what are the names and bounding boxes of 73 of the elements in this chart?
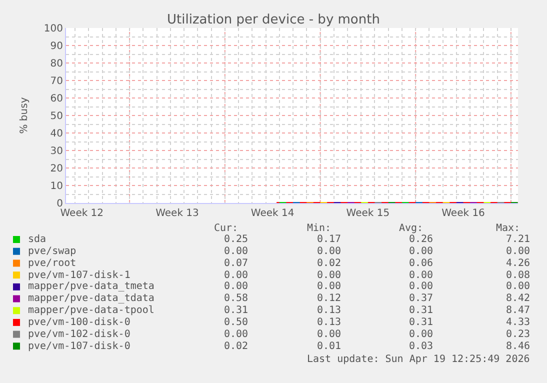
text: 0.00 (409, 246, 434, 257)
text: 4.26 (506, 258, 530, 269)
legend-label: pve/vm-107-disk-0 (28, 341, 130, 352)
text: 4.33 (506, 317, 530, 328)
text: 8.46 (506, 341, 530, 352)
y-tick-label: 10 (50, 181, 63, 192)
y-tick-label: 90 (50, 41, 63, 52)
y-tick-label: 0 (56, 198, 63, 210)
text: 0.50 (224, 317, 248, 328)
text: 0.23 (506, 329, 530, 340)
text: Last update: Sun Apr 19 12:25:49 2026 (307, 354, 530, 365)
text: 0.00 (224, 329, 248, 340)
text: 0.31 (409, 317, 434, 328)
text: 0.06 (409, 258, 434, 269)
text: 0.00 (409, 281, 434, 292)
text: 0.13 (317, 317, 342, 328)
legend-label: pve/swap (28, 246, 76, 257)
text: 0.13 (317, 305, 342, 316)
text: 0.31 (409, 305, 434, 316)
x-tick-label: Week 15 (346, 208, 390, 219)
text: 0.00 (317, 246, 342, 257)
text: 0.00 (409, 270, 434, 281)
x-tick-label: Week 12 (60, 208, 104, 219)
text: 0.01 (317, 341, 342, 352)
text: 0.12 (317, 293, 342, 304)
text: Cur: (214, 223, 238, 234)
y-tick-label: 100 (44, 24, 63, 34)
text: 0.02 (317, 258, 342, 269)
text: 0.00 (317, 270, 342, 281)
y-tick-label: 50 (50, 111, 63, 122)
legend-label: pve/vm-102-disk-0 (28, 329, 130, 340)
legend-label: mapper/pve-data-tpool (28, 305, 154, 316)
text: 0.37 (409, 293, 434, 304)
text: Max: (496, 223, 520, 234)
y-tick-label: 70 (50, 76, 63, 87)
text: 0.00 (317, 281, 342, 292)
text: 8.47 (506, 305, 530, 316)
text: 0.31 (224, 305, 248, 316)
x-tick-label: Week 16 (442, 208, 485, 219)
text: 0.08 (506, 270, 530, 281)
legend-label: pve/vm-100-disk-0 (28, 317, 130, 328)
y-tick-label: 40 (50, 128, 63, 140)
legend-label: mapper/pve-data_tdata (28, 293, 154, 304)
text: 0.02 (224, 341, 248, 352)
text: 7.21 (506, 234, 530, 245)
text: 0.00 (506, 281, 530, 292)
y-tick-label: 80 (50, 58, 63, 70)
x-tick-label: Week 13 (156, 208, 199, 219)
legend-label: pve/vm-107-disk-1 (28, 270, 130, 281)
text: 0.26 (409, 234, 434, 245)
text: 0.17 (317, 234, 342, 245)
text: 0.07 (224, 258, 248, 269)
text: Min: (307, 223, 332, 234)
legend-label: pve/root (28, 258, 76, 269)
y-axis-title: % busy (18, 97, 30, 134)
text: 0.00 (506, 246, 530, 257)
text: 0.58 (224, 293, 248, 304)
chart-title: Utilization per device - by month (167, 12, 380, 28)
text: 0.00 (409, 329, 434, 340)
text: 0.00 (317, 329, 342, 340)
legend-label: mapper/pve-data_tmeta (28, 281, 154, 292)
y-tick-label: 30 (50, 146, 63, 157)
text: 0.03 (409, 341, 434, 352)
text: Avg: (399, 223, 424, 234)
text: 0.00 (224, 270, 248, 281)
text: 8.42 (506, 293, 530, 304)
text: 0.00 (224, 246, 248, 257)
text: 0.00 (224, 281, 248, 292)
text: 0.25 (224, 234, 248, 245)
x-tick-label: Week 14 (250, 208, 294, 219)
y-tick-label: 20 (50, 164, 63, 174)
y-tick-label: 60 (50, 94, 63, 104)
legend-label: sda (28, 234, 46, 245)
